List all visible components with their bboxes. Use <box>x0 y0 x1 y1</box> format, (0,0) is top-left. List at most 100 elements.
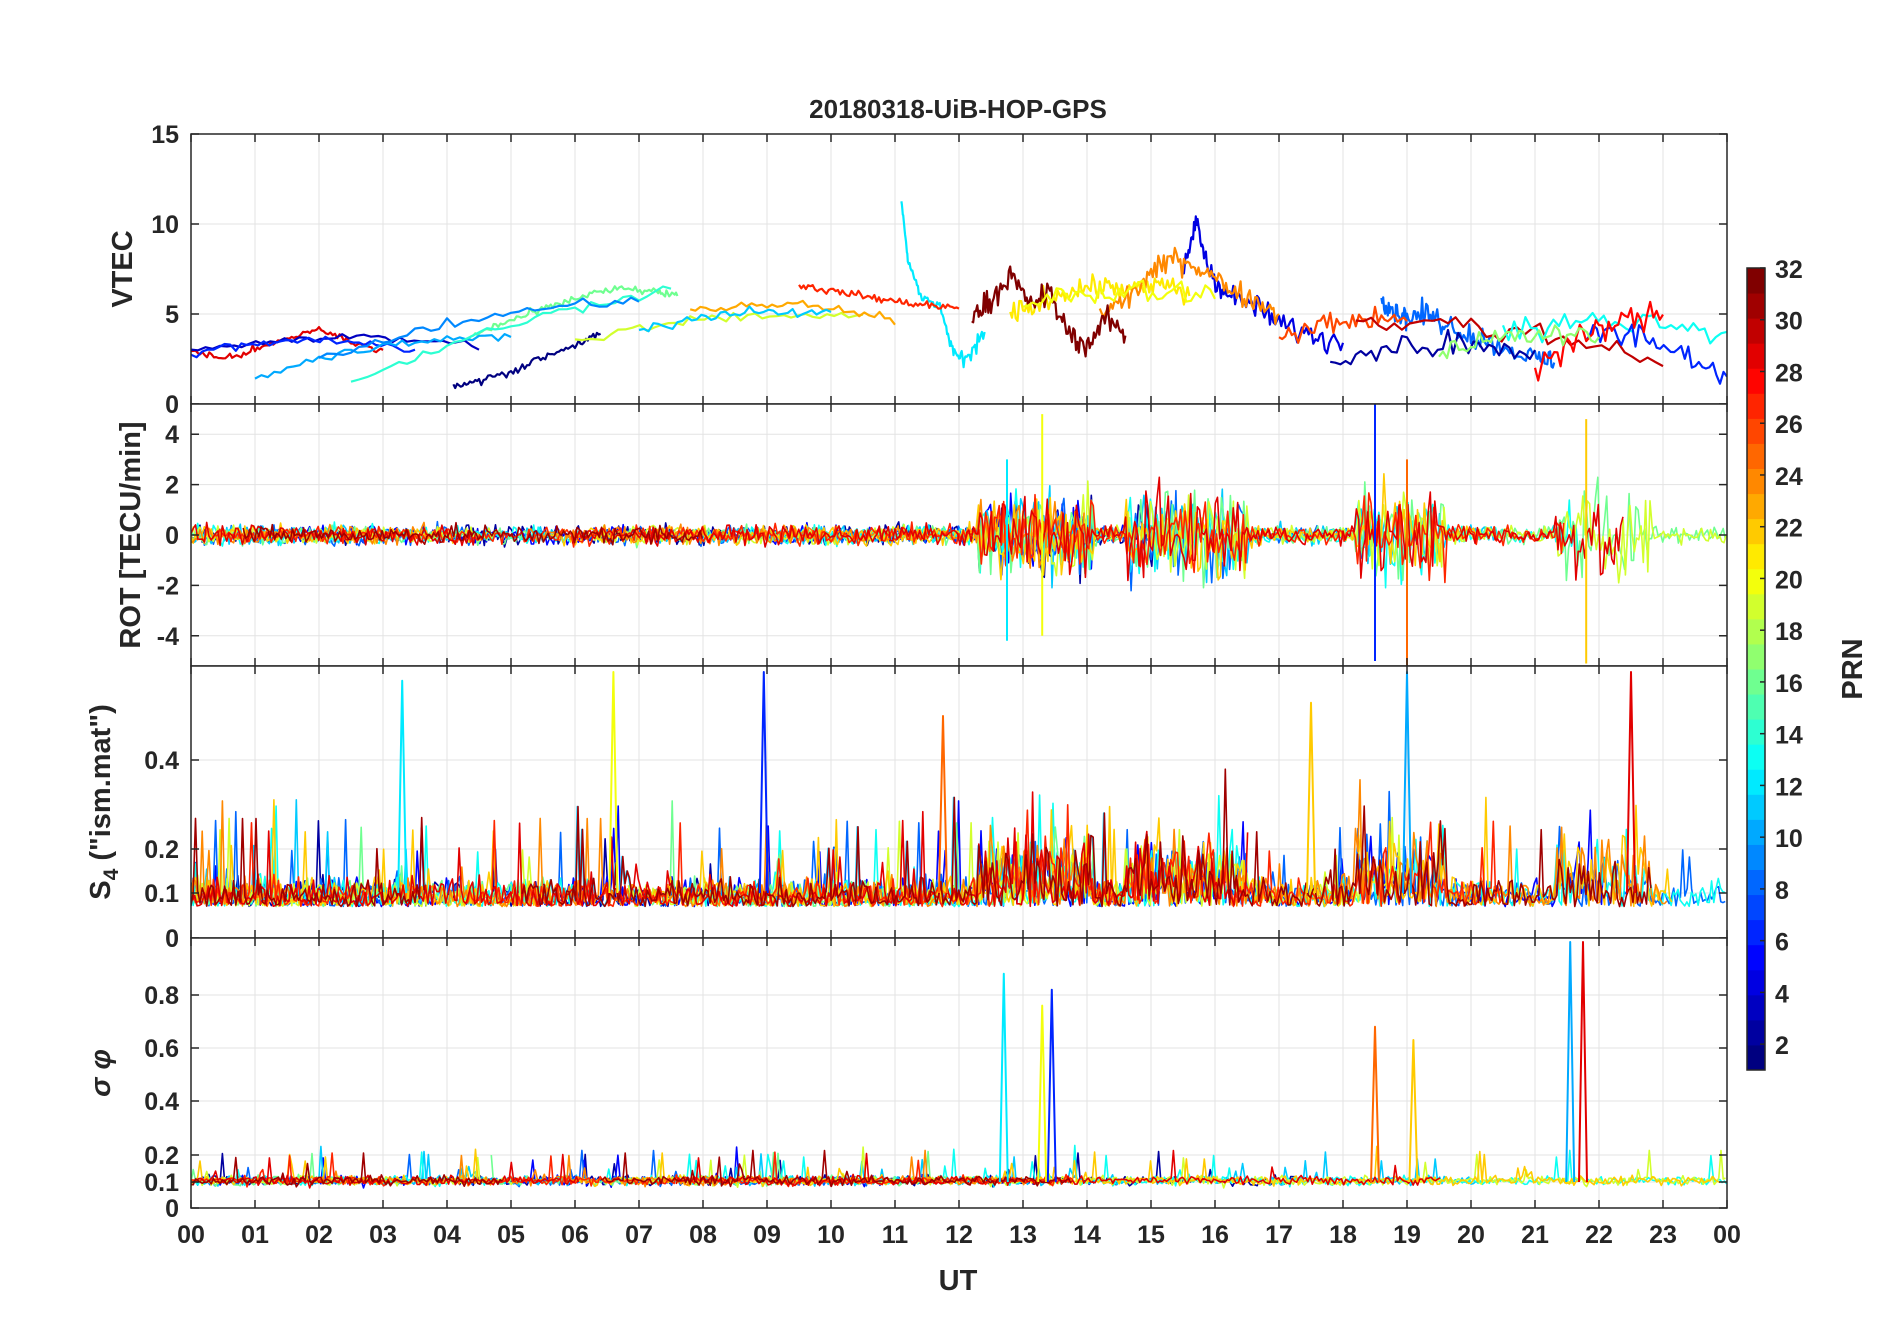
sigma_phi-series-prn-22 <box>576 1145 1720 1188</box>
y-axis-label: VTEC <box>107 230 139 307</box>
y-tick-label: 0.1 <box>144 1169 179 1197</box>
vtec-series-prn-21 <box>1009 273 1191 322</box>
x-tick-label: 17 <box>1265 1221 1293 1249</box>
S4-peak <box>608 671 619 894</box>
colorbar-segment <box>1747 493 1765 520</box>
colorbar-segment <box>1747 293 1765 319</box>
panel-sigma_phi: 00.10.2 0.4 0.6 0.8 σ φ <box>85 937 1728 1223</box>
vtec-series-prn-8 <box>1380 296 1556 369</box>
x-axis: 00 01 02 03 04 05 06 07 08 09 10 11 12 13 14 15 16 17 18 19… <box>177 134 1741 1249</box>
vtec-series-extra <box>318 296 640 359</box>
y-tick-label: 4 <box>165 421 179 449</box>
y-tick-label: 5 <box>165 301 179 329</box>
sigma_phi-peak <box>1037 1004 1048 1183</box>
colorbar-segment <box>1747 393 1765 419</box>
sigma_phi-peak <box>1565 941 1576 1183</box>
y-tick-label: 0 <box>165 522 179 550</box>
colorbar-tick-label: 10 <box>1775 825 1803 853</box>
y-tick-label: 2 <box>165 472 179 500</box>
vtec-series-prn-32 <box>971 265 1127 358</box>
colorbar-tick-label: 4 <box>1775 980 1789 1008</box>
vtec-series-extra <box>254 333 512 380</box>
colorbar-label: PRN <box>1837 638 1869 699</box>
y-axis: 0 0.1 0.2 0.4 <box>144 747 1727 953</box>
vtec-series-extra <box>1533 300 1664 382</box>
x-tick-label: 00 <box>177 1221 205 1249</box>
panel-ROT: -4 -2 0 2 4 ROT [TECU/min] <box>115 403 1728 667</box>
x-tick-label: 21 <box>1521 1221 1549 1249</box>
data-lines <box>191 941 1727 1189</box>
colorbar-segment <box>1747 343 1765 369</box>
colorbar-segment <box>1747 1044 1765 1071</box>
y-tick-label: 0.8 <box>144 982 179 1010</box>
vtec-series-extra <box>1278 305 1408 344</box>
sigma_phi-peak <box>998 972 1009 1183</box>
vtec-series-prn-16 <box>465 285 679 341</box>
y-axis: -4 -2 0 2 4 <box>157 421 1727 651</box>
colorbar-tick-label: 18 <box>1775 618 1803 646</box>
y-tick-label: 0.6 <box>144 1035 179 1063</box>
sigma_phi-series-prn-31 <box>191 1152 503 1188</box>
y-tick-label: 0.2 <box>144 836 179 864</box>
colorbar-tick-label: 26 <box>1775 411 1803 439</box>
x-tick-label: 01 <box>241 1221 269 1249</box>
vtec-series-prn-27 <box>798 284 960 310</box>
colorbar-segment <box>1747 969 1765 996</box>
x-tick-label: 07 <box>625 1221 653 1249</box>
S4-peak <box>1306 701 1316 894</box>
colorbar-segment <box>1747 543 1765 570</box>
colorbar-tick-label: 28 <box>1775 359 1803 387</box>
vtec-series-extra <box>191 335 416 359</box>
y-axis-label: S4 ("ism.mat") <box>85 704 123 900</box>
x-tick-label: 13 <box>1009 1221 1037 1249</box>
colorbar-segment <box>1747 819 1765 845</box>
y-tick-label: 0 <box>165 1195 179 1223</box>
colorbar-segment <box>1747 368 1765 394</box>
colorbar-segment <box>1747 894 1765 921</box>
colorbar-frame <box>1746 267 1766 1071</box>
y-tick-label: 0.4 <box>144 1088 179 1116</box>
x-tick-label: 00 <box>1713 1221 1741 1249</box>
x-tick-label: 02 <box>305 1221 333 1249</box>
y-tick-label: 10 <box>151 211 179 239</box>
sigma_phi-peak <box>1046 988 1057 1183</box>
panel-S4: 0 0.1 0.2 0.4 S4 ("ism.mat") <box>85 665 1728 953</box>
x-tick-label: 03 <box>369 1221 397 1249</box>
y-tick-label: 0.2 <box>144 1142 179 1170</box>
colorbar-segment <box>1747 568 1765 595</box>
S4-peak <box>758 671 769 894</box>
colorbar-segment <box>1747 794 1765 820</box>
colorbar-tick-label: 2 <box>1775 1032 1789 1060</box>
vtec-series-prn-24 <box>1098 246 1280 325</box>
x-tick-label: 18 <box>1329 1221 1357 1249</box>
vtec-series-extra <box>1438 324 1600 360</box>
colorbar-segment <box>1747 869 1765 896</box>
x-tick-label: 11 <box>882 1221 909 1249</box>
ROT-series-prn-31 <box>242 521 704 546</box>
vtec-series-extra <box>1355 316 1664 368</box>
colorbar-segment <box>1747 994 1765 1021</box>
vtec-series-extra <box>1501 311 1727 345</box>
x-tick-label: 12 <box>945 1221 973 1249</box>
colorbar-segment <box>1747 694 1765 720</box>
colorbar-tick-label: 24 <box>1775 463 1803 491</box>
sigma_phi-series-prn-31 <box>600 1149 1072 1188</box>
x-tick-label: 20 <box>1457 1221 1485 1249</box>
vtec-series-prn-1 <box>452 331 601 390</box>
colorbar-tick-label: 6 <box>1775 929 1789 957</box>
colorbar-segment <box>1747 593 1765 620</box>
S4-peak <box>397 679 408 894</box>
vtec-series-prn-12 <box>900 201 986 369</box>
sigma_phi-peak <box>1408 1039 1419 1183</box>
x-tick-label: 10 <box>817 1221 845 1249</box>
y-axis-label: σ φ <box>85 1049 117 1097</box>
colorbar-tick-label: 22 <box>1775 515 1803 543</box>
y-tick-label: -4 <box>157 623 179 651</box>
vtec-series-extra <box>1585 323 1727 385</box>
x-tick-label: 14 <box>1073 1221 1101 1249</box>
S4-series-prn-22 <box>191 798 553 907</box>
x-tick-label: 04 <box>433 1221 461 1249</box>
colorbar-segment <box>1747 1019 1765 1046</box>
